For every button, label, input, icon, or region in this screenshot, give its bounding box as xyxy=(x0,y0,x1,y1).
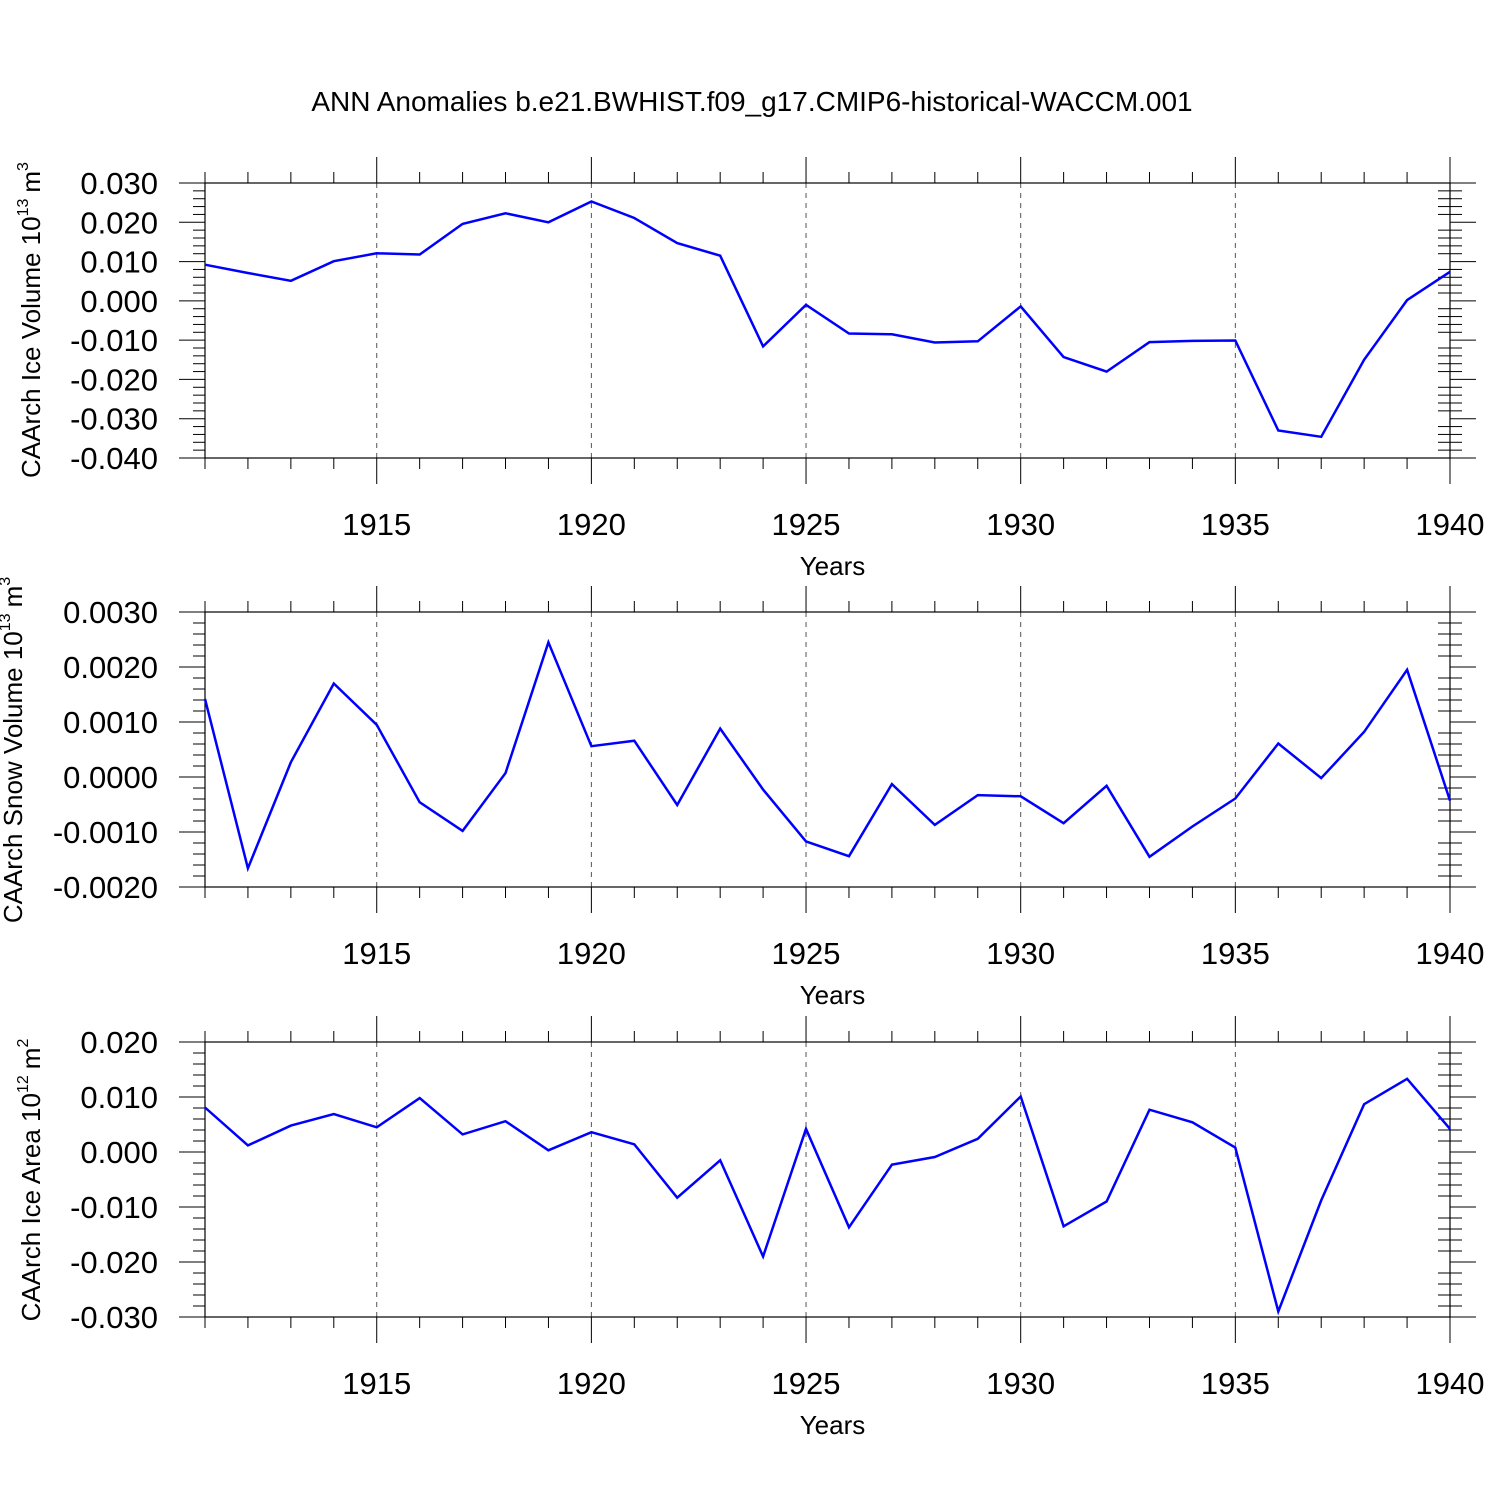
y-tick-label: 0.000 xyxy=(80,1135,158,1170)
y-axis-label-main: CAArch Snow Volume 10 xyxy=(0,631,28,923)
y-axis-label-exponent: 13 xyxy=(0,613,14,631)
x-tick-label: 1940 xyxy=(1416,1366,1485,1401)
x-tick-label: 1920 xyxy=(557,1366,626,1401)
x-tick-label: 1940 xyxy=(1416,936,1485,971)
y-tick-label: 0.010 xyxy=(80,245,158,280)
y-tick-label: -0.0020 xyxy=(53,870,158,905)
x-axis-label: Years xyxy=(800,980,866,1010)
y-tick-label: 0.020 xyxy=(80,205,158,240)
plot-frame xyxy=(204,182,1451,459)
y-axis-label-unit-exponent: 3 xyxy=(0,577,14,586)
x-tick-label: 1940 xyxy=(1416,507,1485,542)
x-tick-label: 1925 xyxy=(772,1366,841,1401)
x-tick-label: 1935 xyxy=(1201,507,1270,542)
x-axis-label: Years xyxy=(800,1410,866,1440)
series-line xyxy=(204,200,1451,439)
y-tick-label: 0.000 xyxy=(80,284,158,319)
y-tick-label: -0.020 xyxy=(70,1245,158,1280)
chart-panels: 0.030 0.020 0.010 0.000 -0.010 -0.020 -0.030 -0… xyxy=(0,157,1484,1440)
series-line xyxy=(203,638,1452,873)
y-axis-label-unit-exponent: 2 xyxy=(15,1039,32,1048)
y-tick-label: 0.0010 xyxy=(63,705,158,740)
y-tick-label: 0.010 xyxy=(80,1080,158,1115)
x-tick-label: 1935 xyxy=(1201,936,1270,971)
x-tick-label: 1915 xyxy=(342,507,411,542)
y-tick-label: -0.030 xyxy=(70,402,158,437)
y-tick-label: 0.030 xyxy=(80,166,158,201)
x-axis-label: Years xyxy=(800,551,866,581)
chart-panel-2: 0.0030 0.0020 0.0010 0.0000 -0.0010 -0.0020 19… xyxy=(0,577,1484,1010)
y-axis-label-exponent: 13 xyxy=(15,199,32,217)
chart-panel-1: 0.030 0.020 0.010 0.000 -0.010 -0.020 -0.030 -0… xyxy=(15,157,1484,581)
y-axis-label-exponent: 12 xyxy=(15,1075,32,1093)
series-line xyxy=(204,1077,1451,1316)
y-axis-label-unit: m xyxy=(0,586,28,608)
y-tick-label: -0.030 xyxy=(70,1300,158,1335)
y-axis-label-unit-exponent: 3 xyxy=(15,162,32,171)
y-axis-label: CAArch Snow Volume 1013 m3 xyxy=(0,577,28,923)
x-tick-label: 1935 xyxy=(1201,1366,1270,1401)
y-axis-label-main: CAArch Ice Area 10 xyxy=(16,1093,46,1321)
y-axis-label-main: CAArch Ice Volume 10 xyxy=(16,216,46,478)
y-axis-label-unit: m xyxy=(16,171,46,193)
x-tick-label: 1915 xyxy=(342,1366,411,1401)
y-tick-label: -0.040 xyxy=(70,441,158,476)
plot-frame xyxy=(204,611,1451,888)
y-tick-label: -0.0010 xyxy=(53,815,158,850)
chart-panel-3: 0.020 0.010 0.000 -0.010 -0.020 -0.030 1915 192… xyxy=(15,1016,1484,1440)
y-tick-label: 0.020 xyxy=(80,1025,158,1060)
y-axis-label: CAArch Ice Area 1012 m2 xyxy=(15,1039,46,1322)
y-axis-label: CAArch Ice Volume 1013 m3 xyxy=(15,162,46,478)
y-tick-label: 0.0000 xyxy=(63,760,158,795)
plot-frame xyxy=(204,1041,1451,1318)
x-tick-label: 1930 xyxy=(986,1366,1055,1401)
x-tick-label: 1915 xyxy=(342,936,411,971)
x-tick-label: 1920 xyxy=(557,936,626,971)
x-tick-label: 1925 xyxy=(772,936,841,971)
y-tick-label: 0.0030 xyxy=(63,595,158,630)
x-tick-label: 1920 xyxy=(557,507,626,542)
x-tick-label: 1930 xyxy=(986,507,1055,542)
y-tick-label: -0.010 xyxy=(70,323,158,358)
x-tick-label: 1930 xyxy=(986,936,1055,971)
y-axis-label-unit: m xyxy=(16,1048,46,1070)
x-tick-label: 1925 xyxy=(772,507,841,542)
figure-title: ANN Anomalies b.e21.BWHIST.f09_g17.CMIP6… xyxy=(311,86,1192,117)
y-tick-label: -0.010 xyxy=(70,1190,158,1225)
y-tick-label: 0.0020 xyxy=(63,650,158,685)
y-tick-label: -0.020 xyxy=(70,362,158,397)
